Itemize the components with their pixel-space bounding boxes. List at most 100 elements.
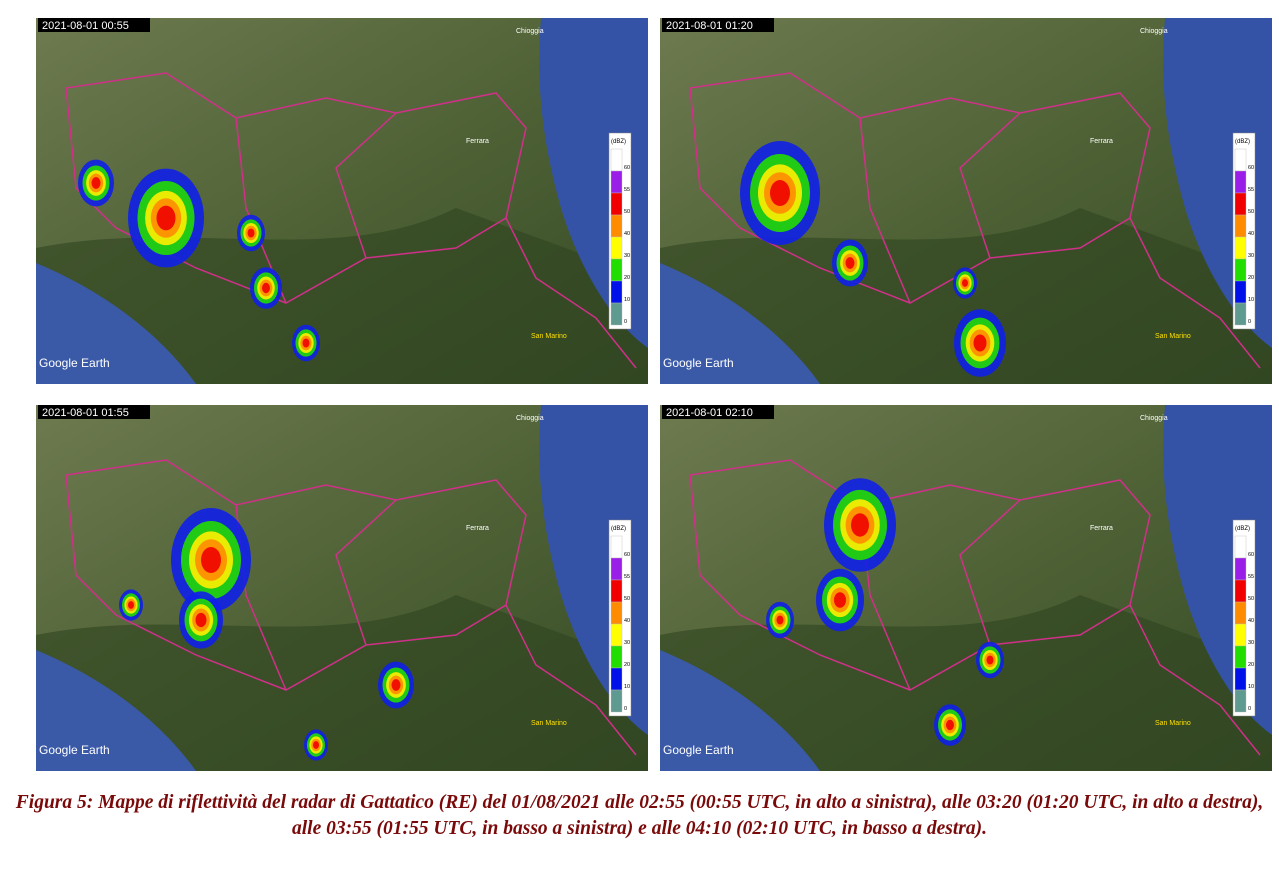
region-border: [689, 72, 1261, 369]
legend-label: 20: [624, 662, 630, 668]
legend-label: 55: [624, 187, 630, 193]
google-earth-logo: Google Earth: [39, 743, 110, 757]
radar-echo: [851, 513, 869, 537]
legend-label: 0: [1248, 706, 1251, 712]
radar-map: 2021-08-01 00:55 Chioggia Ferrara San Marin…: [36, 18, 648, 384]
legend-swatch: [610, 601, 623, 625]
radar-echo: [986, 655, 994, 665]
legend-swatch: [610, 302, 623, 326]
legend-label: 55: [624, 574, 630, 580]
radar-map: 2021-08-01 02:10 Chioggia Ferrara San Marin…: [660, 405, 1272, 771]
legend-unit: (dBZ): [611, 526, 626, 532]
legend-swatch: [1234, 302, 1247, 326]
legend-swatch: [1234, 192, 1247, 216]
radar-echo: [973, 334, 987, 352]
legend-swatch: [610, 645, 623, 669]
legend-swatch: [1234, 280, 1247, 304]
place-label: Ferrara: [466, 138, 489, 145]
place-label: San Marino: [531, 720, 567, 727]
legend-swatch: [1234, 601, 1247, 625]
legend-label: 30: [624, 640, 630, 646]
timestamp-box: [38, 18, 150, 32]
mountain-band: [660, 595, 1272, 771]
radar-echo: [91, 177, 101, 189]
legend-swatch: [1234, 557, 1247, 581]
legend-label: 50: [624, 596, 630, 602]
legend-label: 0: [624, 706, 627, 712]
place-label: Chioggia: [1140, 28, 1168, 35]
legend-label: 10: [624, 297, 630, 303]
legend-swatch: [1234, 623, 1247, 647]
legend-label: 30: [624, 253, 630, 259]
legend-swatch: [1234, 258, 1247, 282]
legend-label: 60: [1248, 165, 1254, 171]
figure-caption: Figura 5: Mappe di riflettività del rada…: [15, 792, 1264, 839]
legend-label: 50: [1248, 596, 1254, 602]
radar-echo: [834, 592, 846, 608]
legend-label: 20: [1248, 275, 1254, 281]
radar-echo: [156, 205, 176, 231]
legend-label: 40: [1248, 231, 1254, 237]
legend-swatch: [610, 667, 623, 691]
region-border: [65, 72, 637, 369]
legend-label: 10: [1248, 684, 1254, 690]
place-label: San Marino: [531, 333, 567, 340]
legend-swatch: [610, 280, 623, 304]
radar-echo: [391, 679, 401, 691]
radar-echo: [946, 719, 954, 731]
legend-swatch: [1234, 148, 1247, 172]
legend-label: 0: [1248, 319, 1251, 325]
timestamp: 2021-08-01 01:20: [666, 20, 753, 32]
radar-map: 2021-08-01 01:20 Chioggia Ferrara San Marin…: [660, 18, 1272, 384]
legend-label: 40: [624, 231, 630, 237]
radar-echo: [770, 180, 790, 206]
legend-label: 60: [624, 552, 630, 558]
legend-swatch: [1234, 645, 1247, 669]
legend-swatch: [1234, 214, 1247, 238]
legend-swatch: [610, 170, 623, 194]
legend-swatch: [610, 192, 623, 216]
legend-label: 0: [624, 319, 627, 325]
timestamp: 2021-08-01 02:10: [666, 407, 753, 419]
place-label: San Marino: [1155, 333, 1191, 340]
legend-swatch: [1234, 667, 1247, 691]
radar-echo: [302, 338, 310, 348]
google-earth-logo: Google Earth: [39, 356, 110, 370]
radar-echo: [201, 547, 221, 573]
timestamp: 2021-08-01 01:55: [42, 407, 129, 419]
legend-label: 40: [1248, 618, 1254, 624]
legend-unit: (dBZ): [1235, 139, 1250, 145]
radar-echo: [962, 279, 968, 287]
radar-echo: [262, 282, 270, 294]
legend-swatch: [610, 214, 623, 238]
radar-echo: [195, 612, 207, 628]
tyrrhenian-sea: [660, 263, 820, 384]
legend-label: 20: [624, 275, 630, 281]
figure: 2021-08-01 00:55 Chioggia Ferrara San Marin…: [36, 18, 1272, 771]
timestamp: 2021-08-01 00:55: [42, 20, 129, 32]
radar-echo: [247, 228, 255, 238]
place-label: Chioggia: [516, 415, 544, 422]
region-border: [689, 459, 1261, 756]
tyrrhenian-sea: [660, 650, 820, 771]
legend-label: 10: [1248, 297, 1254, 303]
tyrrhenian-sea: [36, 263, 196, 384]
place-label: Chioggia: [516, 28, 544, 35]
legend-label: 20: [1248, 662, 1254, 668]
legend-swatch: [610, 557, 623, 581]
place-label: Ferrara: [466, 525, 489, 532]
google-earth-logo: Google Earth: [663, 743, 734, 757]
legend-swatch: [1234, 535, 1247, 559]
legend-swatch: [1234, 236, 1247, 260]
legend-swatch: [1234, 689, 1247, 713]
google-earth-logo: Google Earth: [663, 356, 734, 370]
legend-swatch: [610, 258, 623, 282]
place-label: San Marino: [1155, 720, 1191, 727]
legend-swatch: [610, 623, 623, 647]
legend-swatch: [610, 236, 623, 260]
legend-swatch: [610, 535, 623, 559]
tyrrhenian-sea: [36, 650, 196, 771]
legend-label: 30: [1248, 253, 1254, 259]
legend-label: 40: [624, 618, 630, 624]
